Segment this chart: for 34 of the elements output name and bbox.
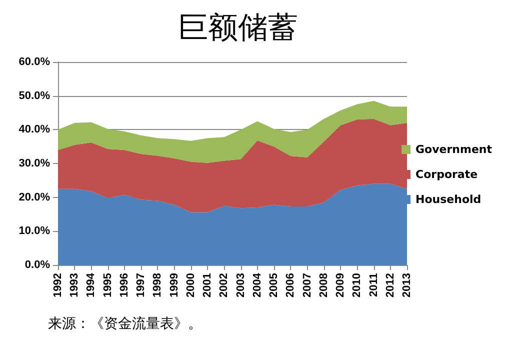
x-tick-label: 2000: [184, 273, 197, 298]
x-tick-label: 2006: [284, 273, 297, 298]
legend-label: Government: [416, 143, 492, 156]
y-tick-label: 40.0%: [18, 124, 50, 136]
x-tick-label: 2005: [268, 273, 280, 298]
source-note: 来源：《资金流量表》。: [48, 316, 202, 332]
y-tick-label: 30.0%: [18, 158, 50, 170]
y-tick-label: 60.0%: [18, 56, 50, 68]
x-tick-label: 2010: [351, 273, 364, 298]
y-tick-label: 0.0%: [24, 259, 50, 271]
x-tick-label: 2003: [234, 273, 247, 298]
x-tick-label: 2001: [202, 273, 214, 298]
legend-label: Corporate: [416, 168, 478, 181]
chart-title: 巨额储蓄: [178, 10, 298, 46]
x-tick-label: 1995: [102, 273, 114, 298]
x-tick-label: 2012: [384, 273, 396, 298]
y-tick-label: 20.0%: [18, 191, 50, 204]
y-tick-label: 50.0%: [18, 90, 50, 102]
x-tick-label: 2004: [251, 272, 264, 298]
x-tick-label: 2009: [334, 273, 347, 298]
x-tick-label: 1997: [135, 273, 148, 298]
x-tick-label: 2007: [301, 273, 314, 298]
x-tick-label: 1998: [152, 273, 164, 298]
x-tick-label: 2013: [401, 273, 413, 298]
x-tick-label: 1993: [68, 273, 81, 298]
x-tick-label: 2011: [368, 273, 380, 297]
x-tick-label: 2008: [318, 273, 330, 298]
legend-label: Household: [416, 193, 482, 206]
y-tick-label: 10.0%: [18, 225, 50, 238]
x-tick-label: 1996: [118, 273, 130, 298]
x-tick-label: 1992: [52, 273, 64, 298]
x-tick-label: 1994: [85, 272, 98, 298]
x-tick-label: 2002: [218, 273, 230, 298]
x-tick-label: 1999: [168, 273, 180, 298]
